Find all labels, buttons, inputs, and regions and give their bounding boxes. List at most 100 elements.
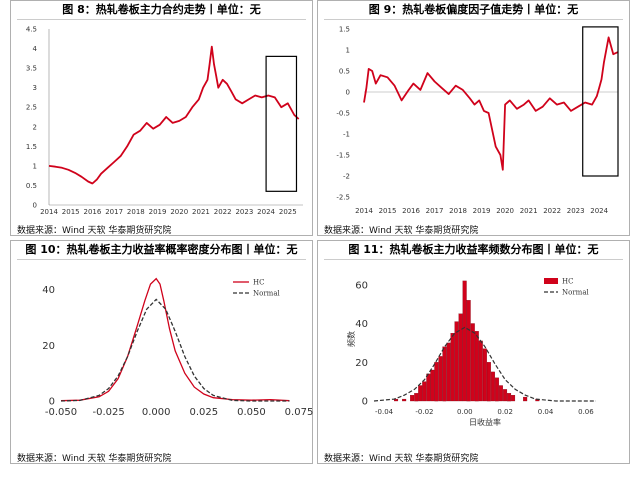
x-tick-label: 2015 — [62, 208, 80, 216]
x-tick-label: 0.075 — [285, 407, 314, 418]
highlight-box — [265, 55, 298, 192]
legend-hc-swatch — [544, 278, 558, 284]
x-tick-label: -0.02 — [415, 408, 433, 416]
x-tick-label: 2023 — [235, 208, 253, 216]
y-tick-label: -1.5 — [336, 152, 350, 160]
y-tick-label: 4 — [33, 45, 38, 53]
y-axis-title: 频数 — [346, 331, 356, 347]
histogram-bar — [434, 362, 439, 402]
x-tick-label: 0.050 — [237, 407, 266, 418]
x-tick-label: 2018 — [127, 208, 145, 216]
histogram-bar — [410, 395, 415, 402]
y-tick-label: 1.5 — [26, 143, 37, 151]
y-tick-label: 1 — [33, 162, 37, 170]
chart-title: 图 11：热轧卷板主力收益率频数分布图丨单位：无 — [348, 243, 599, 256]
x-tick-label: 2023 — [567, 207, 585, 215]
skewness-line-chart: -2.5 -2 -1.5 -1 -0.5 0 0.5 1 1.5 2014 2015 2016 2017… — [336, 26, 619, 215]
y-tick-label: -2 — [343, 173, 350, 181]
legend-normal-label: Normal — [253, 290, 280, 298]
source-note: 数据来源：Wind 天软 华泰期货研究院 — [17, 226, 172, 236]
x-tick-label: 2020 — [170, 208, 188, 216]
y-tick-label: 0.5 — [339, 68, 350, 76]
histogram-bar — [394, 398, 399, 402]
y-tick-label: 4.5 — [26, 26, 37, 34]
x-tick-label: 0.00 — [457, 408, 473, 416]
y-tick-label: 3 — [33, 84, 37, 92]
x-tick-label: 2017 — [426, 207, 444, 215]
histogram-bar — [426, 373, 431, 402]
histogram-bar — [418, 385, 423, 402]
x-tick-label: 0.025 — [189, 407, 218, 418]
histogram-bar — [450, 333, 455, 402]
x-tick-label: 2019 — [473, 207, 491, 215]
histogram-bar — [466, 300, 471, 402]
x-tick-label: -0.050 — [45, 407, 77, 418]
y-tick-label: -2.5 — [336, 194, 350, 202]
title-divider — [17, 259, 306, 260]
skewness-series-line — [363, 36, 619, 171]
y-tick-label: 3.5 — [26, 65, 37, 73]
histogram-bar — [523, 396, 528, 402]
y-tick-label: 40 — [355, 319, 368, 330]
x-tick-label: 2016 — [84, 208, 102, 216]
x-tick-label: 2021 — [520, 207, 538, 215]
x-tick-label: 2015 — [379, 207, 397, 215]
y-tick-label: 2.5 — [26, 104, 37, 112]
y-tick-label: 40 — [42, 285, 55, 296]
chart-title: 图 8：热轧卷板主力合约走势丨单位：无 — [62, 3, 261, 16]
histogram-bar — [446, 342, 451, 402]
price-series-line — [48, 45, 300, 185]
legend-normal-label: Normal — [562, 289, 589, 297]
price-line-chart: 0 0.5 1 1.5 2 2.5 3 3.5 4 4.5 2014 2015 2016 2017 2018… — [26, 26, 303, 216]
y-tick-label: -1 — [343, 131, 350, 139]
x-tick-label: 2022 — [543, 207, 561, 215]
legend-hc-label: HC — [253, 279, 264, 287]
chart-panel-density: 图 10：热轧卷板主力收益率概率密度分布图丨单位：无 0 20 40 -0.050 -0… — [10, 240, 313, 464]
histogram-bar — [438, 356, 443, 402]
x-tick-label: 0.06 — [578, 408, 594, 416]
histogram-bar — [414, 393, 419, 402]
x-tick-label: 2020 — [496, 207, 514, 215]
y-tick-label: 1.5 — [339, 26, 350, 34]
x-tick-label: -0.04 — [375, 408, 394, 416]
legend-hc-label: HC — [562, 278, 573, 286]
chart-panel-hc-price: 图 8：热轧卷板主力合约走势丨单位：无 0 0.5 1 1.5 2 2.5 3 3.5 4 4.5… — [10, 0, 313, 236]
histogram-bar — [490, 371, 495, 402]
x-tick-label: 2021 — [192, 208, 210, 216]
density-chart: 0 20 40 -0.050 -0.025 0.000 0.025 0.050 0.075 HC N… — [42, 277, 314, 418]
histogram-bar — [511, 395, 516, 402]
x-tick-label: 2016 — [402, 207, 420, 215]
x-axis-title: 日收益率 — [469, 417, 501, 427]
x-tick-label: 2025 — [279, 208, 297, 216]
y-tick-label: 20 — [355, 358, 368, 369]
y-tick-label: 0 — [33, 202, 37, 210]
histogram-bar — [486, 362, 491, 402]
x-tick-label: 2014 — [40, 208, 58, 216]
title-divider — [324, 19, 623, 20]
histogram-chart: 0 20 40 60 -0.04 -0.02 0.00 0.02 0.04 0.06 日收益率 频数 H… — [346, 278, 596, 427]
x-tick-label: -0.025 — [92, 407, 124, 418]
y-tick-label: 60 — [355, 280, 368, 291]
histogram-bar — [430, 369, 435, 402]
x-tick-label: 2024 — [590, 207, 608, 215]
histogram-bar — [482, 348, 487, 402]
x-tick-label: 2017 — [105, 208, 123, 216]
hc-density-line — [60, 277, 290, 402]
y-tick-label: 0.5 — [26, 182, 37, 190]
histogram-bar — [454, 321, 459, 402]
title-divider — [17, 19, 306, 20]
y-tick-label: 1 — [346, 47, 350, 55]
x-tick-label: 2014 — [355, 207, 373, 215]
x-tick-label: 0.04 — [538, 408, 554, 416]
histogram-bar — [402, 398, 407, 402]
y-tick-label: 0 — [49, 397, 55, 408]
histogram-bar — [470, 323, 475, 402]
histogram-bar — [458, 313, 463, 402]
source-note: 数据来源：Wind 天软 华泰期货研究院 — [324, 454, 479, 464]
x-tick-label: 0.000 — [142, 407, 171, 418]
histogram-bar — [474, 331, 479, 402]
histogram-bar — [498, 385, 503, 402]
chart-title: 图 10：热轧卷板主力收益率概率密度分布图丨单位：无 — [25, 243, 298, 256]
histogram-bar — [442, 346, 447, 402]
histogram-bar — [462, 280, 467, 402]
